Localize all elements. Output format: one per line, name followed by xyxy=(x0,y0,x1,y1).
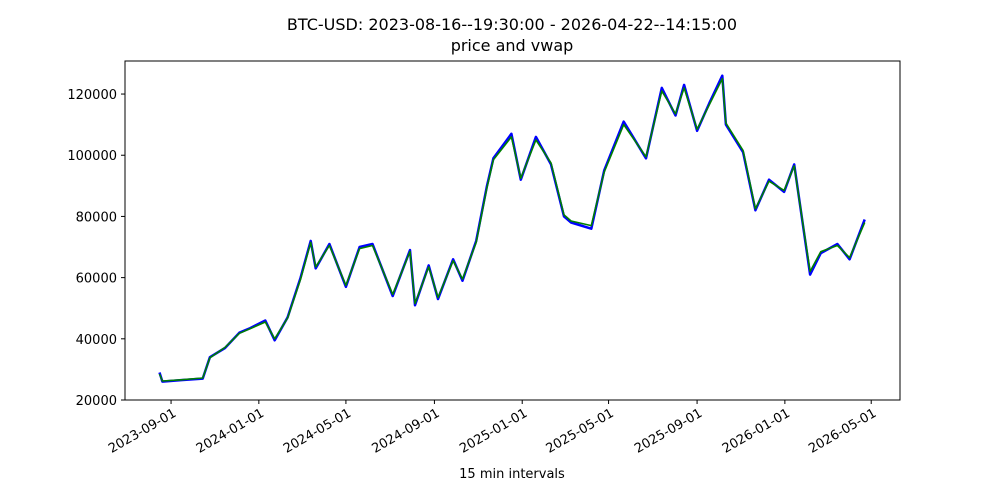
y-tick-label: 60000 xyxy=(76,272,117,287)
price-line xyxy=(158,77,866,382)
y-tick-label: 100000 xyxy=(67,149,117,164)
x-axis-label: 15 min intervals xyxy=(459,467,565,482)
chart-title: BTC-USD: 2023-08-16--19:30:00 - 2026-04-… xyxy=(287,15,737,34)
y-tick-label: 80000 xyxy=(76,210,117,225)
y-tick-label: 20000 xyxy=(76,394,117,409)
chart-subtitle: price and vwap xyxy=(451,36,574,55)
y-tick-label: 40000 xyxy=(76,333,117,348)
plot-frame xyxy=(124,60,901,401)
y-tick-label: 120000 xyxy=(67,88,117,103)
